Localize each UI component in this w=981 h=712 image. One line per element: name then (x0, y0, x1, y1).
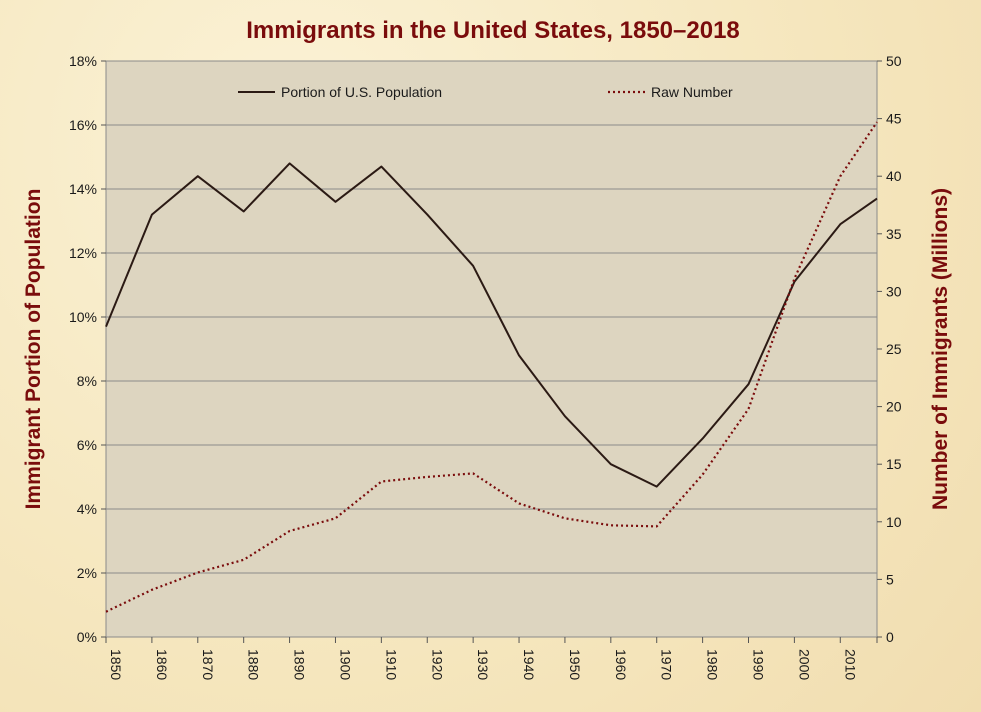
left-tick-label: 0% (77, 629, 97, 645)
left-tick-label: 8% (77, 373, 97, 389)
x-tick-label: 1880 (246, 649, 262, 680)
left-tick-label: 18% (69, 53, 97, 69)
right-axis-title: Number of Immigrants (Millions) (929, 188, 952, 510)
x-axis-ticks: 1850 1860 1870 1880 1890 1900 1910 1920 1930 1940… (105, 637, 878, 680)
plot-area (105, 60, 878, 638)
x-tick-label: 1920 (429, 649, 445, 680)
right-tick-label: 30 (886, 283, 902, 299)
x-tick-label: 1970 (659, 649, 675, 680)
x-tick-label: 1930 (475, 649, 491, 680)
left-tick-label: 4% (77, 501, 97, 517)
x-tick-label: 1950 (567, 649, 583, 680)
legend: Portion of U.S. Population Raw Number (238, 84, 733, 100)
right-tick-label: 50 (886, 53, 902, 69)
left-tick-label: 2% (77, 565, 97, 581)
x-tick-label: 2000 (796, 649, 812, 680)
right-tick-label: 0 (886, 629, 894, 645)
x-tick-label: 1960 (613, 649, 629, 680)
gridlines (106, 124, 877, 574)
x-tick-label: 1890 (292, 649, 308, 680)
x-tick-label: 1850 (108, 649, 124, 680)
right-tick-label: 25 (886, 341, 902, 357)
series-line-portion (105, 162, 878, 488)
left-tick-label: 6% (77, 437, 97, 453)
x-tick-label: 1910 (383, 649, 399, 680)
right-tick-label: 40 (886, 168, 902, 184)
x-tick-label: 1870 (200, 649, 216, 680)
right-tick-label: 45 (886, 111, 902, 127)
x-tick-label: 1990 (751, 649, 767, 680)
x-tick-label: 2010 (842, 649, 858, 680)
x-tick-label: 1900 (337, 649, 353, 680)
right-tick-label: 10 (886, 514, 902, 530)
right-tick-label: 15 (886, 456, 902, 472)
right-tick-label: 5 (886, 571, 894, 587)
legend-label-raw-number: Raw Number (651, 84, 733, 100)
chart-title: Immigrants in the United States, 1850–20… (246, 17, 740, 44)
right-axis-ticks: 0 5 10 15 20 25 30 35 40 45 50 (877, 53, 902, 645)
right-tick-label: 20 (886, 399, 902, 415)
left-axis-ticks: 0% 2% 4% 6% 8% 10% 12% 14% 16% 18% (69, 53, 106, 645)
x-tick-label: 1860 (154, 649, 170, 680)
left-tick-label: 12% (69, 245, 97, 261)
left-tick-label: 14% (69, 181, 97, 197)
left-axis-title: Immigrant Portion of Population (22, 189, 45, 510)
legend-label-portion: Portion of U.S. Population (281, 84, 442, 100)
right-tick-label: 35 (886, 226, 902, 242)
x-tick-label: 1940 (521, 649, 537, 680)
x-tick-label: 1980 (705, 649, 721, 680)
left-tick-label: 10% (69, 309, 97, 325)
left-tick-label: 16% (69, 117, 97, 133)
series-layer (105, 121, 878, 613)
